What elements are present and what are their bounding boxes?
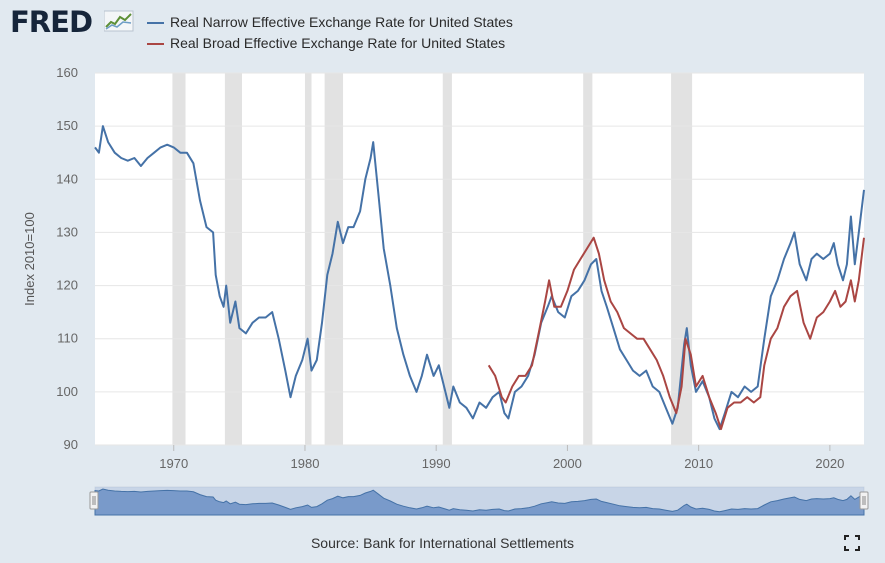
- y-tick-label: 160: [56, 65, 78, 80]
- source-note: Source: Bank for International Settlemen…: [310, 535, 575, 551]
- legend-item-broad[interactable]: Real Broad Effective Exchange Rate for U…: [147, 35, 505, 51]
- navigator-right-handle[interactable]: [859, 491, 869, 510]
- recession-band: [172, 73, 186, 445]
- x-tick-label: 2000: [553, 456, 582, 471]
- logo-graph-icon: [104, 10, 134, 32]
- navigator-series-area: [94, 488, 865, 516]
- x-tick-label: 1980: [291, 456, 320, 471]
- legend-swatch-narrow: [147, 22, 164, 25]
- y-tick-label: 130: [56, 224, 78, 239]
- series-line-narrow: [94, 125, 865, 431]
- fred-logo: FRED: [10, 5, 93, 39]
- y-tick-label: 90: [64, 437, 78, 452]
- y-axis-ticks: 90 100 110 120 130 140 150 160: [56, 65, 78, 452]
- recession-band: [583, 73, 593, 445]
- recession-band: [671, 73, 693, 445]
- recession-band: [304, 73, 312, 445]
- series-lines: [94, 125, 865, 431]
- fullscreen-icon[interactable]: [844, 535, 860, 551]
- x-tick-label: 1970: [159, 456, 188, 471]
- legend-swatch-broad: [147, 43, 164, 46]
- y-tick-label: 100: [56, 384, 78, 399]
- navigator-left-handle[interactable]: [89, 491, 99, 510]
- y-axis-label: Index 2010=100: [22, 212, 37, 306]
- y-tick-label: 140: [56, 171, 78, 186]
- y-tick-label: 150: [56, 118, 78, 133]
- chart: 90 100 110 120 130 140 150 160 1970 1980 1990 2000…: [22, 65, 869, 516]
- recession-bands: [172, 73, 693, 445]
- plot-background: [95, 73, 864, 445]
- legend-label-broad: Real Broad Effective Exchange Rate for U…: [170, 35, 506, 51]
- y-tick-label: 120: [56, 278, 78, 293]
- grid-lines: [95, 72, 864, 446]
- x-tick-label: 2020: [815, 456, 844, 471]
- legend-label-narrow: Real Narrow Effective Exchange Rate for …: [170, 14, 513, 30]
- legend-item-narrow[interactable]: Real Narrow Effective Exchange Rate for …: [147, 14, 513, 30]
- recession-band: [442, 73, 452, 445]
- x-axis-ticks: 1970 1980 1990 2000 2010 2020: [159, 445, 844, 471]
- recession-band: [224, 73, 242, 445]
- x-tick-label: 2010: [684, 456, 713, 471]
- y-tick-label: 110: [57, 331, 78, 346]
- recession-band: [324, 73, 344, 445]
- series-line-broad: [487, 236, 865, 431]
- x-tick-label: 1990: [422, 456, 451, 471]
